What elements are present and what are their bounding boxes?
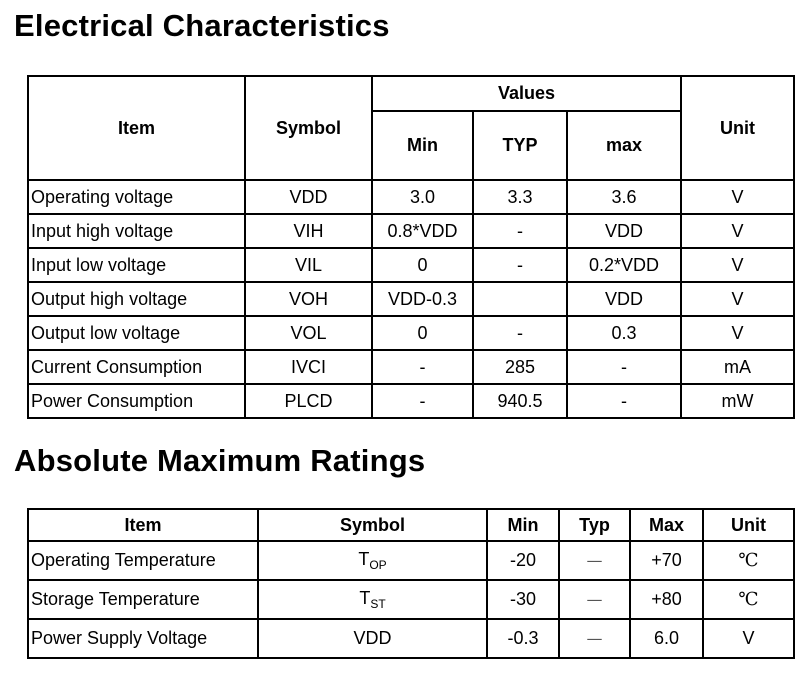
- header-typ: Typ: [558, 508, 631, 542]
- header-values: Values: [370, 75, 683, 112]
- header-item: Item: [27, 75, 246, 181]
- absolute-maximum-ratings-body: Operating Temperature TOP -20— +70 ℃ Storage …: [27, 540, 795, 659]
- unit-cell: V: [680, 213, 796, 249]
- symbol-cell: PLCD: [244, 383, 373, 419]
- typ-cell: 3.3: [472, 179, 568, 215]
- typ-cell: —: [558, 540, 631, 581]
- min-cell: 3.0: [371, 179, 474, 215]
- typ-cell: —: [558, 579, 631, 620]
- header-min: Min: [371, 110, 474, 181]
- symbol-main: VDD: [353, 628, 392, 648]
- header-min: Min: [486, 508, 560, 542]
- item-cell: Input low voltage: [27, 247, 246, 283]
- item-cell: Current Consumption: [27, 349, 246, 385]
- item-cell: Storage Temperature: [27, 579, 259, 620]
- table-row: Power Consumption PLCD -940.5- mW: [27, 383, 796, 419]
- table-row: Storage Temperature TST -30— +80 ℃: [27, 579, 795, 620]
- item-cell: Power Supply Voltage: [27, 618, 259, 659]
- header-unit: Unit: [702, 508, 795, 542]
- unit-cell: V: [680, 247, 796, 283]
- header-max: max: [565, 110, 683, 181]
- symbol-cell: VOL: [244, 315, 373, 351]
- unit-cell: V: [702, 618, 795, 659]
- typ-cell: 940.5: [472, 383, 568, 419]
- min-cell: 0: [371, 315, 474, 351]
- table-row: Output high voltage VOH VDD-0.3 VDD V: [27, 281, 796, 317]
- item-cell: Output high voltage: [27, 281, 246, 317]
- header-item: Item: [27, 508, 259, 542]
- max-cell: +70: [629, 540, 704, 581]
- item-cell: Output low voltage: [27, 315, 246, 351]
- max-cell: 0.2*VDD: [565, 247, 683, 283]
- item-cell: Input high voltage: [27, 213, 246, 249]
- typ-cell: -: [472, 247, 568, 283]
- table-row: Operating voltage VDD 3.0 3.3 3.6 V: [27, 179, 796, 215]
- unit-cell: mA: [680, 349, 796, 385]
- electrical-characteristics-table: Item Symbol Values Unit Min TYP max Oper…: [27, 75, 796, 419]
- typ-cell: -: [472, 213, 568, 249]
- symbol-cell: VOH: [244, 281, 373, 317]
- symbol-cell: VIL: [244, 247, 373, 283]
- header-typ: TYP: [472, 110, 568, 181]
- min-cell: 0.8*VDD: [371, 213, 474, 249]
- table-row: Current Consumption IVCI -285- mA: [27, 349, 796, 385]
- table-row: Operating Temperature TOP -20— +70 ℃: [27, 540, 795, 581]
- table-row: Output low voltage VOL 0-0.3 V: [27, 315, 796, 351]
- typ-cell: —: [558, 618, 631, 659]
- unit-cell: ℃: [702, 540, 795, 581]
- item-cell: Operating voltage: [27, 179, 246, 215]
- electrical-characteristics-body: Operating voltage VDD 3.0 3.3 3.6 V Input high…: [27, 179, 796, 419]
- electrical-characteristics-title: Electrical Characteristics: [14, 8, 390, 43]
- min-cell: VDD-0.3: [371, 281, 474, 317]
- unit-cell: V: [680, 179, 796, 215]
- header-symbol: Symbol: [244, 75, 373, 181]
- typ-cell: 285: [472, 349, 568, 385]
- symbol-cell: VIH: [244, 213, 373, 249]
- header-symbol: Symbol: [257, 508, 488, 542]
- max-cell: VDD: [565, 281, 683, 317]
- max-cell: VDD: [565, 213, 683, 249]
- absolute-maximum-ratings-table: Item Symbol Min Typ Max Unit Operating T…: [27, 508, 795, 659]
- max-cell: 3.6: [565, 179, 683, 215]
- max-cell: 0.3: [565, 315, 683, 351]
- min-cell: -: [371, 349, 474, 385]
- min-cell: -30: [486, 579, 560, 620]
- symbol-cell: TST: [257, 579, 488, 620]
- max-cell: +80: [629, 579, 704, 620]
- symbol-subscript: ST: [370, 597, 386, 611]
- min-cell: 0: [371, 247, 474, 283]
- symbol-cell: VDD: [257, 618, 488, 659]
- unit-cell: ℃: [702, 579, 795, 620]
- max-cell: -: [565, 349, 683, 385]
- typ-cell: [472, 281, 568, 317]
- table-row: Power Supply Voltage VDD -0.3—6.0 V: [27, 618, 795, 659]
- table-row: Input high voltage VIH 0.8*VDD - VDD V: [27, 213, 796, 249]
- min-cell: -20: [486, 540, 560, 581]
- item-cell: Power Consumption: [27, 383, 246, 419]
- max-cell: -: [565, 383, 683, 419]
- max-cell: 6.0: [629, 618, 704, 659]
- symbol-main: T: [359, 588, 371, 608]
- symbol-main: T: [358, 549, 370, 569]
- absolute-maximum-ratings-title: Absolute Maximum Ratings: [14, 443, 426, 478]
- unit-cell: mW: [680, 383, 796, 419]
- min-cell: -0.3: [486, 618, 560, 659]
- min-cell: -: [371, 383, 474, 419]
- symbol-cell: IVCI: [244, 349, 373, 385]
- table-row: Input low voltage VIL 0-0.2*VDD V: [27, 247, 796, 283]
- symbol-cell: VDD: [244, 179, 373, 215]
- item-cell: Operating Temperature: [27, 540, 259, 581]
- unit-cell: V: [680, 315, 796, 351]
- header-max: Max: [629, 508, 704, 542]
- typ-cell: -: [472, 315, 568, 351]
- header-unit: Unit: [680, 75, 796, 181]
- symbol-cell: TOP: [257, 540, 488, 581]
- symbol-subscript: OP: [369, 558, 387, 572]
- unit-cell: V: [680, 281, 796, 317]
